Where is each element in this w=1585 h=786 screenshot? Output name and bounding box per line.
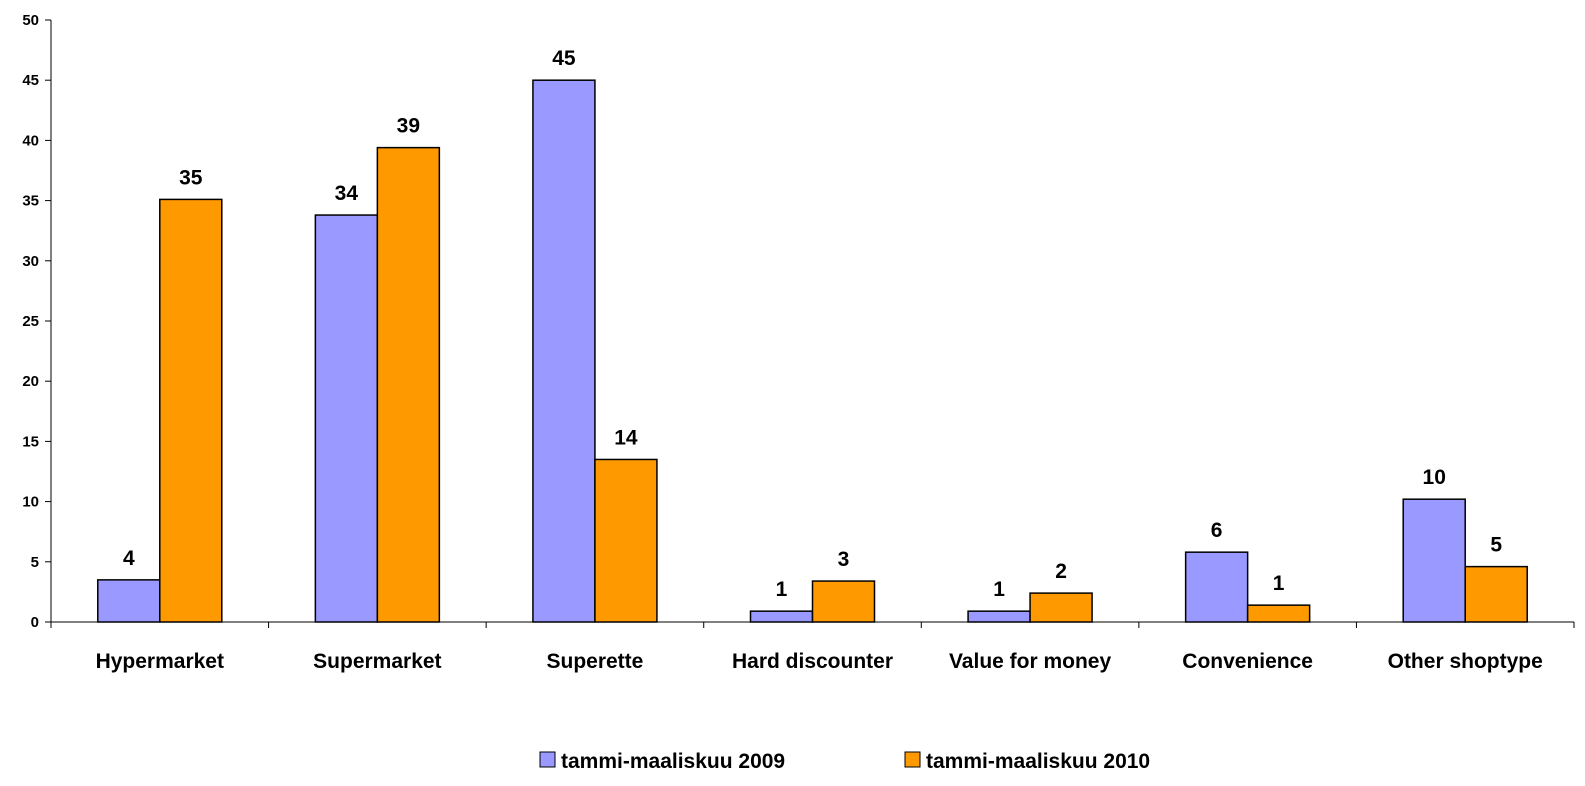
legend-swatch — [904, 751, 921, 768]
x-tick-label: Convenience — [1182, 650, 1313, 673]
bar — [314, 214, 379, 623]
data-label: 10 — [1423, 466, 1446, 489]
data-label: 2 — [1055, 560, 1067, 583]
legend-label: tammi-maaliskuu 2010 — [926, 750, 1150, 773]
x-tick-label: Value for money — [949, 650, 1112, 673]
bar — [1402, 498, 1466, 623]
data-label: 6 — [1211, 519, 1223, 542]
data-label: 45 — [552, 47, 576, 70]
data-label: 1 — [1273, 572, 1285, 595]
y-tick-label: 25 — [22, 313, 39, 330]
bar — [967, 610, 1031, 623]
y-tick-label: 40 — [22, 132, 39, 149]
y-tick-label: 35 — [22, 193, 39, 210]
x-tick-label: Supermarket — [313, 650, 441, 673]
legend-label: tammi-maaliskuu 2009 — [561, 750, 785, 773]
y-tick-label: 50 — [22, 12, 39, 29]
chart-data-labels: 4 35 34 39 45 14 1 3 1 2 6 1 10 5 — [123, 47, 1502, 601]
bar — [97, 579, 161, 623]
data-label: 35 — [179, 166, 203, 189]
bar — [811, 580, 876, 623]
bar — [159, 198, 223, 623]
bar — [1246, 604, 1311, 623]
y-tick-label: 5 — [31, 554, 39, 571]
y-tick-label: 45 — [22, 72, 39, 89]
data-label: 1 — [776, 578, 788, 601]
data-label: 39 — [397, 115, 420, 138]
y-tick-label: 10 — [22, 494, 39, 511]
data-label: 34 — [335, 182, 359, 205]
bar — [1184, 551, 1249, 623]
y-tick-label: 20 — [22, 373, 39, 390]
bar — [1029, 592, 1093, 623]
data-label: 14 — [614, 426, 638, 449]
x-tick-label: Other shoptype — [1388, 650, 1543, 673]
bar — [532, 79, 596, 623]
data-label: 1 — [993, 578, 1005, 601]
legend-swatch — [539, 751, 556, 768]
x-tick-label: Hypermarket — [96, 650, 224, 673]
y-tick-label: 30 — [22, 253, 39, 270]
y-tick-label: 0 — [31, 614, 39, 631]
bar — [594, 458, 658, 623]
chart-legend: tammi-maaliskuu 2009 tammi-maaliskuu 2010 — [539, 750, 1150, 773]
bar — [1464, 565, 1528, 623]
x-tick-label: Hard discounter — [732, 650, 893, 673]
chart-bars — [97, 79, 1528, 623]
bar — [749, 610, 814, 623]
data-label: 4 — [123, 547, 135, 570]
data-label: 5 — [1490, 534, 1502, 557]
y-tick-label: 15 — [22, 433, 39, 450]
bar — [376, 146, 441, 623]
x-tick-label: Superette — [546, 650, 643, 673]
data-label: 3 — [838, 548, 850, 571]
